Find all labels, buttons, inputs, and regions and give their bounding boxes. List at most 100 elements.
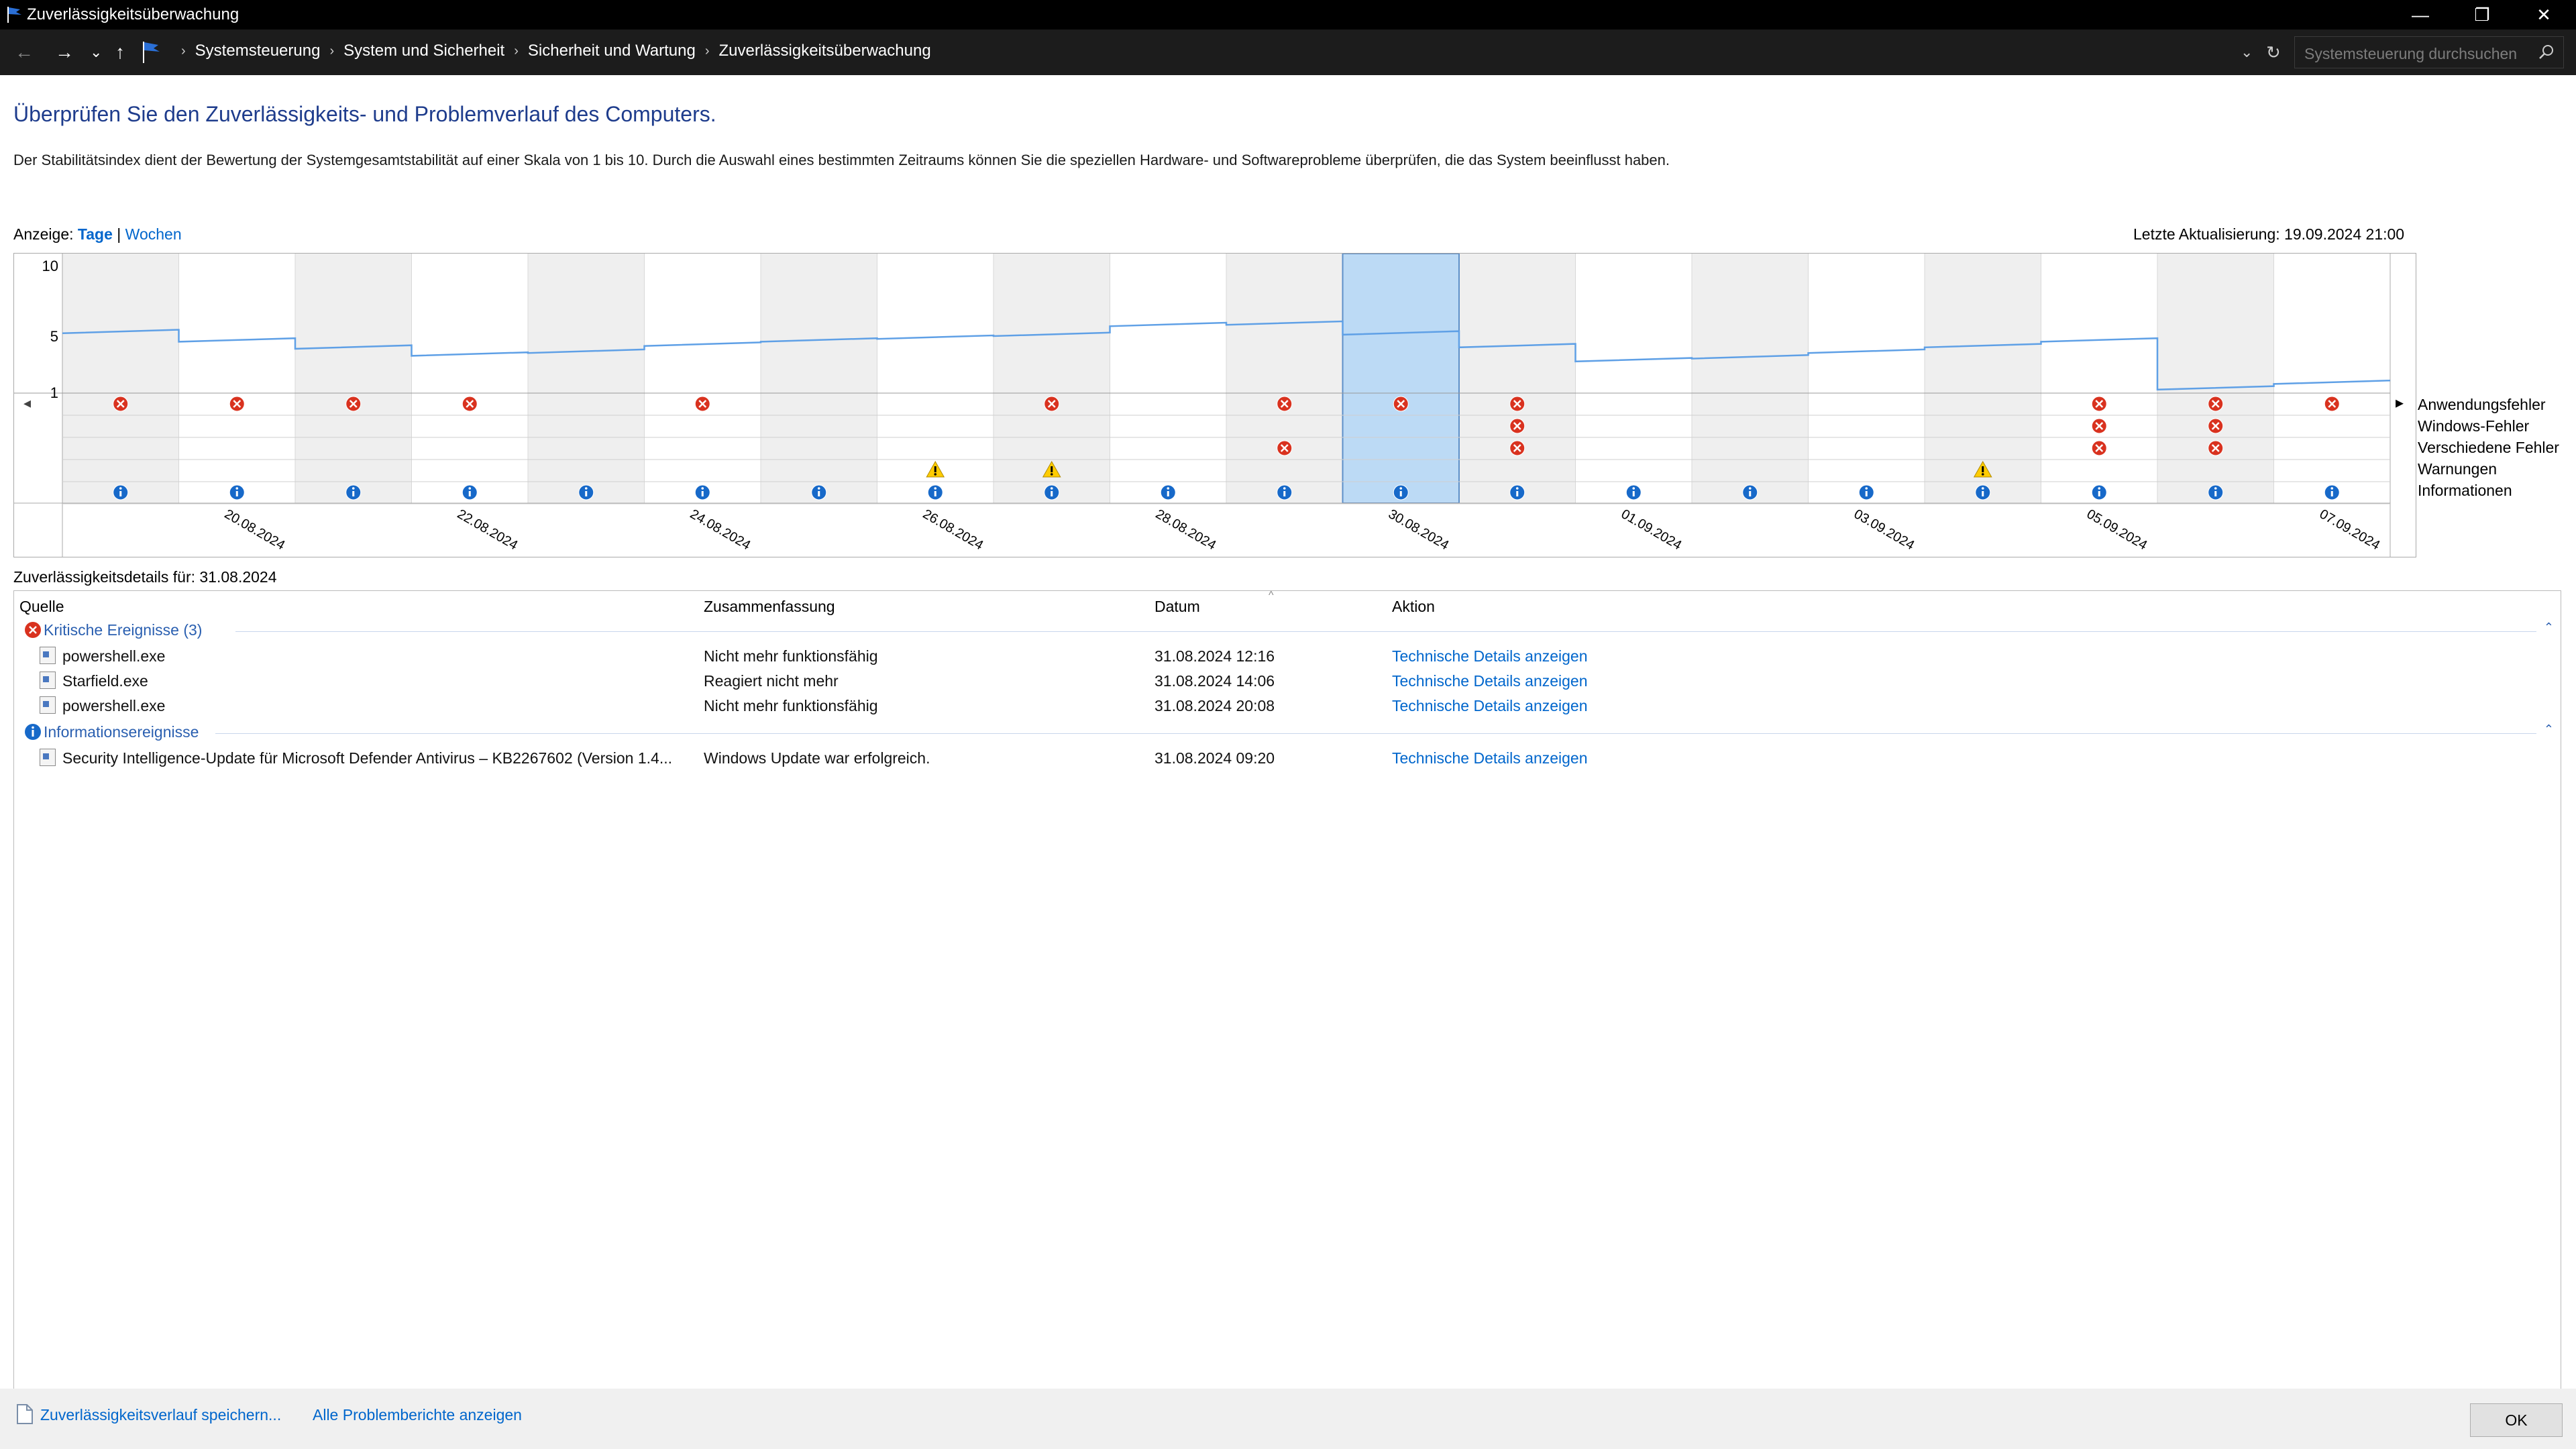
back-button[interactable]: ← [15, 42, 34, 62]
group-divider [215, 733, 2536, 734]
info-i-stem [2214, 491, 2217, 496]
breadcrumb-item[interactable]: Sicherheit und Wartung [527, 42, 696, 60]
recent-locations-button[interactable]: ⌄ [90, 44, 103, 60]
info-i-dot [1865, 487, 1868, 490]
info-i-stem [1632, 491, 1635, 496]
close-button[interactable]: ✕ [2536, 5, 2551, 25]
cell-source: Security Intelligence-Update für Microso… [62, 749, 672, 767]
column-header-date[interactable]: Datum [1155, 598, 1200, 615]
info-i-stem [1865, 491, 1868, 496]
error-cross-mark [233, 400, 241, 408]
info-i-stem [1283, 491, 1286, 496]
column-header-action[interactable]: Aktion [1392, 598, 1435, 615]
stability-chart-svg[interactable]: 10 5 1 20.08.2024 22.08.2024 24.08.2024 26.08.… [14, 253, 2416, 557]
info-i-dot [1981, 487, 1984, 490]
info-i-stem [934, 491, 936, 496]
error-cross-mark [2095, 422, 2104, 430]
details-table: Quelle Zusammenfassung Datum ^ Aktion Kr… [13, 590, 2561, 1390]
forward-button[interactable]: → [55, 42, 74, 62]
refresh-button[interactable]: ↻ [2266, 42, 2281, 62]
cell-summary: Reagiert nicht mehr [704, 672, 839, 690]
chart-column-band [1459, 254, 1576, 503]
page-description: Der Stabilitätsindex dient der Bewertung… [13, 152, 1670, 168]
view-days-link[interactable]: Tage [77, 225, 113, 243]
chart-column-band [1692, 254, 1809, 503]
info-icon [25, 724, 41, 740]
control-panel-flag-icon [143, 42, 160, 63]
info-i-dot [235, 487, 239, 490]
info-i-stem [235, 491, 238, 496]
error-cross-mark [116, 400, 125, 408]
up-button[interactable]: ↑ [115, 42, 125, 62]
file-icon [40, 749, 56, 766]
error-cross-mark [2211, 400, 2220, 408]
breadcrumb-item[interactable]: Zuverlässigkeitsüberwachung [718, 42, 931, 60]
error-cross-mark [1280, 444, 1289, 452]
x-tick-label: 24.08.2024 [688, 506, 753, 553]
technical-details-link[interactable]: Technische Details anzeigen [1392, 697, 1588, 714]
info-i-stem [1051, 491, 1053, 496]
ok-button[interactable]: OK [2470, 1403, 2563, 1437]
x-tick-label: 30.08.2024 [1386, 506, 1452, 553]
collapse-critical-button[interactable]: ⌃ [2543, 621, 2554, 634]
group-critical-events[interactable]: Kritische Ereignisse (3) [23, 621, 202, 639]
info-i-dot [2214, 487, 2217, 490]
save-document-icon [17, 1404, 33, 1424]
search-input[interactable]: Systemsteuerung durchsuchen [2294, 36, 2564, 68]
chart-column-band [295, 254, 412, 503]
breadcrumb-chevron-icon: › [181, 43, 186, 58]
sort-ascending-icon: ^ [1269, 590, 1274, 601]
stability-chart[interactable]: 10 5 1 20.08.2024 22.08.2024 24.08.2024 26.08.… [13, 253, 2416, 557]
view-weeks-link[interactable]: Wochen [125, 225, 182, 243]
x-tick-label: 01.09.2024 [1619, 506, 1684, 553]
view-switch: Anzeige: Tage | Wochen [13, 225, 182, 244]
column-header-summary[interactable]: Zusammenfassung [704, 598, 835, 615]
cell-date: 31.08.2024 09:20 [1155, 749, 1275, 767]
restore-button[interactable]: ❐ [2474, 5, 2490, 25]
error-cross-mark [2211, 444, 2220, 452]
x-tick-label: 28.08.2024 [1153, 506, 1219, 553]
group-title: Kritische Ereignisse (3) [44, 621, 203, 639]
breadcrumb: › Systemsteuerung › System und Sicherhei… [172, 42, 931, 60]
legend-information: Informationen [2418, 482, 2512, 499]
info-i-dot [584, 487, 588, 490]
column-header-source[interactable]: Quelle [19, 598, 64, 615]
window-title: Zuverlässigkeitsüberwachung [27, 5, 239, 23]
info-i-stem [119, 491, 122, 496]
all-problem-reports-link[interactable]: Alle Problemberichte anzeigen [313, 1406, 522, 1424]
technical-details-link[interactable]: Technische Details anzeigen [1392, 647, 1588, 665]
info-i-dot [701, 487, 704, 490]
info-i-stem [352, 491, 355, 496]
breadcrumb-item[interactable]: System und Sicherheit [343, 42, 505, 60]
info-i-stem [1516, 491, 1519, 496]
cell-summary: Windows Update war erfolgreich. [704, 749, 930, 767]
info-i-stem [2330, 491, 2333, 496]
error-cross-mark [1513, 422, 1521, 430]
cell-date: 31.08.2024 20:08 [1155, 697, 1275, 714]
technical-details-link[interactable]: Technische Details anzeigen [1392, 749, 1588, 767]
group-divider [235, 631, 2536, 632]
error-cross-mark [1397, 400, 1405, 408]
minimize-button[interactable]: — [2412, 5, 2429, 25]
info-i-dot [2330, 487, 2334, 490]
chart-column-band [2157, 254, 2274, 503]
save-history-link[interactable]: Zuverlässigkeitsverlauf speichern... [40, 1406, 282, 1424]
breadcrumb-item[interactable]: Systemsteuerung [195, 42, 321, 60]
info-i-dot [119, 487, 122, 490]
breadcrumb-chevron-icon: › [704, 43, 710, 58]
info-i-dot [352, 487, 355, 490]
stability-index-line [62, 320, 2391, 391]
x-tick-label: 26.08.2024 [920, 506, 986, 553]
group-information-events[interactable]: Informationsereignisse [23, 722, 199, 741]
technical-details-link[interactable]: Technische Details anzeigen [1392, 672, 1588, 690]
scroll-right-arrow-icon[interactable]: ▸ [2396, 393, 2404, 412]
cell-date: 31.08.2024 12:16 [1155, 647, 1275, 665]
x-tick-label: 20.08.2024 [222, 506, 288, 553]
scroll-left-arrow-icon[interactable]: ◂ [23, 395, 31, 412]
info-i-stem [701, 491, 704, 496]
warning-exclamation-dot [1050, 473, 1053, 476]
error-cross-mark [1513, 400, 1521, 408]
collapse-info-button[interactable]: ⌃ [2543, 722, 2554, 736]
address-dropdown-button[interactable]: ⌄ [2241, 44, 2253, 60]
file-icon [40, 696, 56, 714]
